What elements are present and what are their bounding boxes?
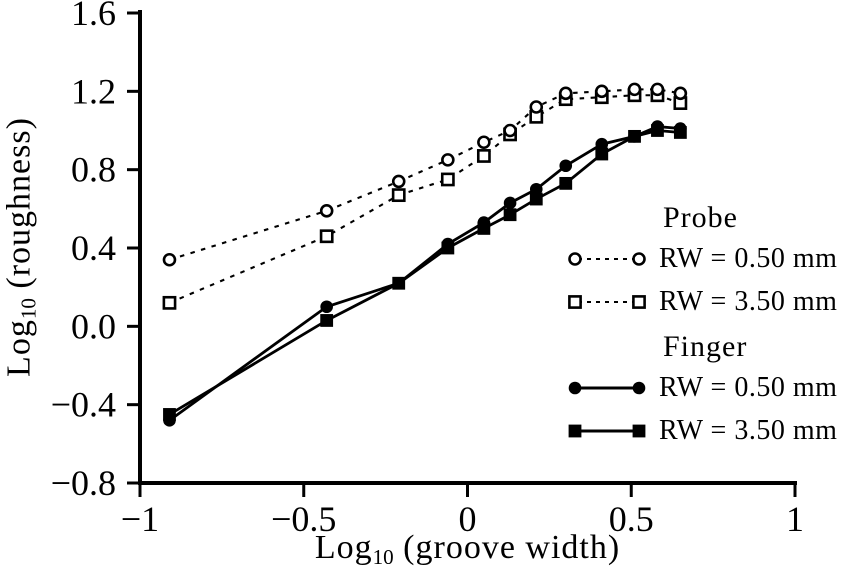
marker-filled-circle xyxy=(568,381,582,395)
marker-filled-circle xyxy=(503,196,517,210)
y-tick-label: 1.6 xyxy=(71,0,116,33)
marker-filled-square xyxy=(628,129,641,143)
legend-group-probe: Probe RW = 0.50 mm RW = 3.50 mm xyxy=(566,201,837,317)
marker-open-square xyxy=(391,188,406,203)
marker-open-circle xyxy=(503,123,517,138)
marker-filled-circle xyxy=(595,137,609,151)
legend: Probe RW = 0.50 mm RW = 3.50 mm Finger R… xyxy=(566,201,837,459)
legend-label: RW = 0.50 mm xyxy=(659,243,838,274)
marker-open-circle xyxy=(441,153,455,167)
marker-open-circle xyxy=(558,86,573,101)
legend-item-probe-rw-050: RW = 0.50 mm xyxy=(566,243,838,274)
legend-group-finger: Finger RW = 0.50 mm RW = 3.50 mm xyxy=(566,330,837,446)
marker-open-circle xyxy=(477,135,491,150)
legend-item-finger-rw-050: RW = 0.50 mm xyxy=(566,372,838,403)
series-finger-square-filled xyxy=(163,124,687,421)
x-axis-title-rest: (groove width) xyxy=(393,529,621,566)
marker-filled-square xyxy=(632,424,646,438)
marker-filled-square xyxy=(651,124,664,137)
series-probe-circle-open xyxy=(162,82,688,267)
marker-filled-square xyxy=(559,176,573,190)
y-tick-label: −0.4 xyxy=(51,385,116,425)
legend-item-finger-rw-350: RW = 3.50 mm xyxy=(566,415,838,446)
marker-filled-square xyxy=(320,314,334,327)
legend-label: RW = 3.50 mm xyxy=(659,415,838,446)
marker-filled-circle xyxy=(320,300,333,314)
marker-open-circle xyxy=(627,82,642,97)
marker-open-circle xyxy=(594,84,609,99)
legend-swatch-filled-circle-solid xyxy=(568,381,646,395)
marker-open-square xyxy=(632,295,646,309)
x-tick-label: −1 xyxy=(121,499,159,539)
legend-title-probe: Probe xyxy=(663,201,738,234)
marker-open-circle xyxy=(319,203,334,218)
marker-filled-square xyxy=(595,147,609,161)
marker-open-circle xyxy=(162,252,177,267)
y-tick-label: 0.0 xyxy=(71,306,116,346)
marker-open-square xyxy=(440,172,455,187)
marker-filled-circle xyxy=(529,182,543,196)
marker-filled-circle xyxy=(559,159,573,173)
x-axis-title: Log10 (groove width) xyxy=(140,529,795,570)
y-tick-label: 0.4 xyxy=(71,228,116,268)
y-axis-title-subscript: 10 xyxy=(16,298,41,320)
marker-filled-square xyxy=(163,408,176,421)
legend-swatch-open-square-dashed xyxy=(568,295,646,309)
marker-open-circle xyxy=(568,252,582,266)
marker-open-square xyxy=(476,149,491,163)
y-axis-title-rest: (roughness) xyxy=(0,117,38,299)
legend-swatch-filled-square-solid xyxy=(568,424,646,438)
marker-filled-square xyxy=(673,126,687,139)
y-tick-label: 0.8 xyxy=(71,150,116,190)
marker-open-circle xyxy=(650,82,665,97)
marker-filled-circle xyxy=(632,381,646,395)
marker-filled-square xyxy=(529,192,543,206)
x-axis-title-text: Log xyxy=(314,529,373,566)
x-tick-label: 0 xyxy=(459,499,477,539)
marker-open-circle xyxy=(632,252,646,266)
marker-open-circle xyxy=(391,174,406,189)
x-tick-label: 1 xyxy=(786,499,804,539)
marker-open-circle xyxy=(529,100,544,114)
marker-open-square xyxy=(162,295,177,310)
marker-open-square xyxy=(568,295,582,309)
x-axis-title-subscript: 10 xyxy=(372,544,394,569)
marker-filled-square xyxy=(568,424,582,438)
y-tick-label: −0.8 xyxy=(51,463,116,503)
x-tick-label: −0.5 xyxy=(271,499,336,539)
marker-open-square xyxy=(319,229,334,244)
marker-filled-square xyxy=(503,208,517,222)
legend-swatch-open-circle-dashed xyxy=(568,252,646,266)
legend-label: RW = 0.50 mm xyxy=(659,372,838,403)
legend-item-probe-rw-350: RW = 3.50 mm xyxy=(566,286,838,317)
marker-filled-square xyxy=(477,222,491,235)
x-tick-label: 0.5 xyxy=(609,499,654,539)
y-axis-title-text: Log xyxy=(0,319,38,377)
marker-open-circle xyxy=(673,86,688,101)
y-tick-label: 1.2 xyxy=(71,71,116,111)
legend-label: RW = 3.50 mm xyxy=(659,286,838,317)
marker-filled-square xyxy=(441,241,455,255)
legend-title-finger: Finger xyxy=(663,330,748,363)
marker-filled-square xyxy=(392,276,406,290)
y-axis-title: Log10 (roughness) xyxy=(1,117,42,377)
